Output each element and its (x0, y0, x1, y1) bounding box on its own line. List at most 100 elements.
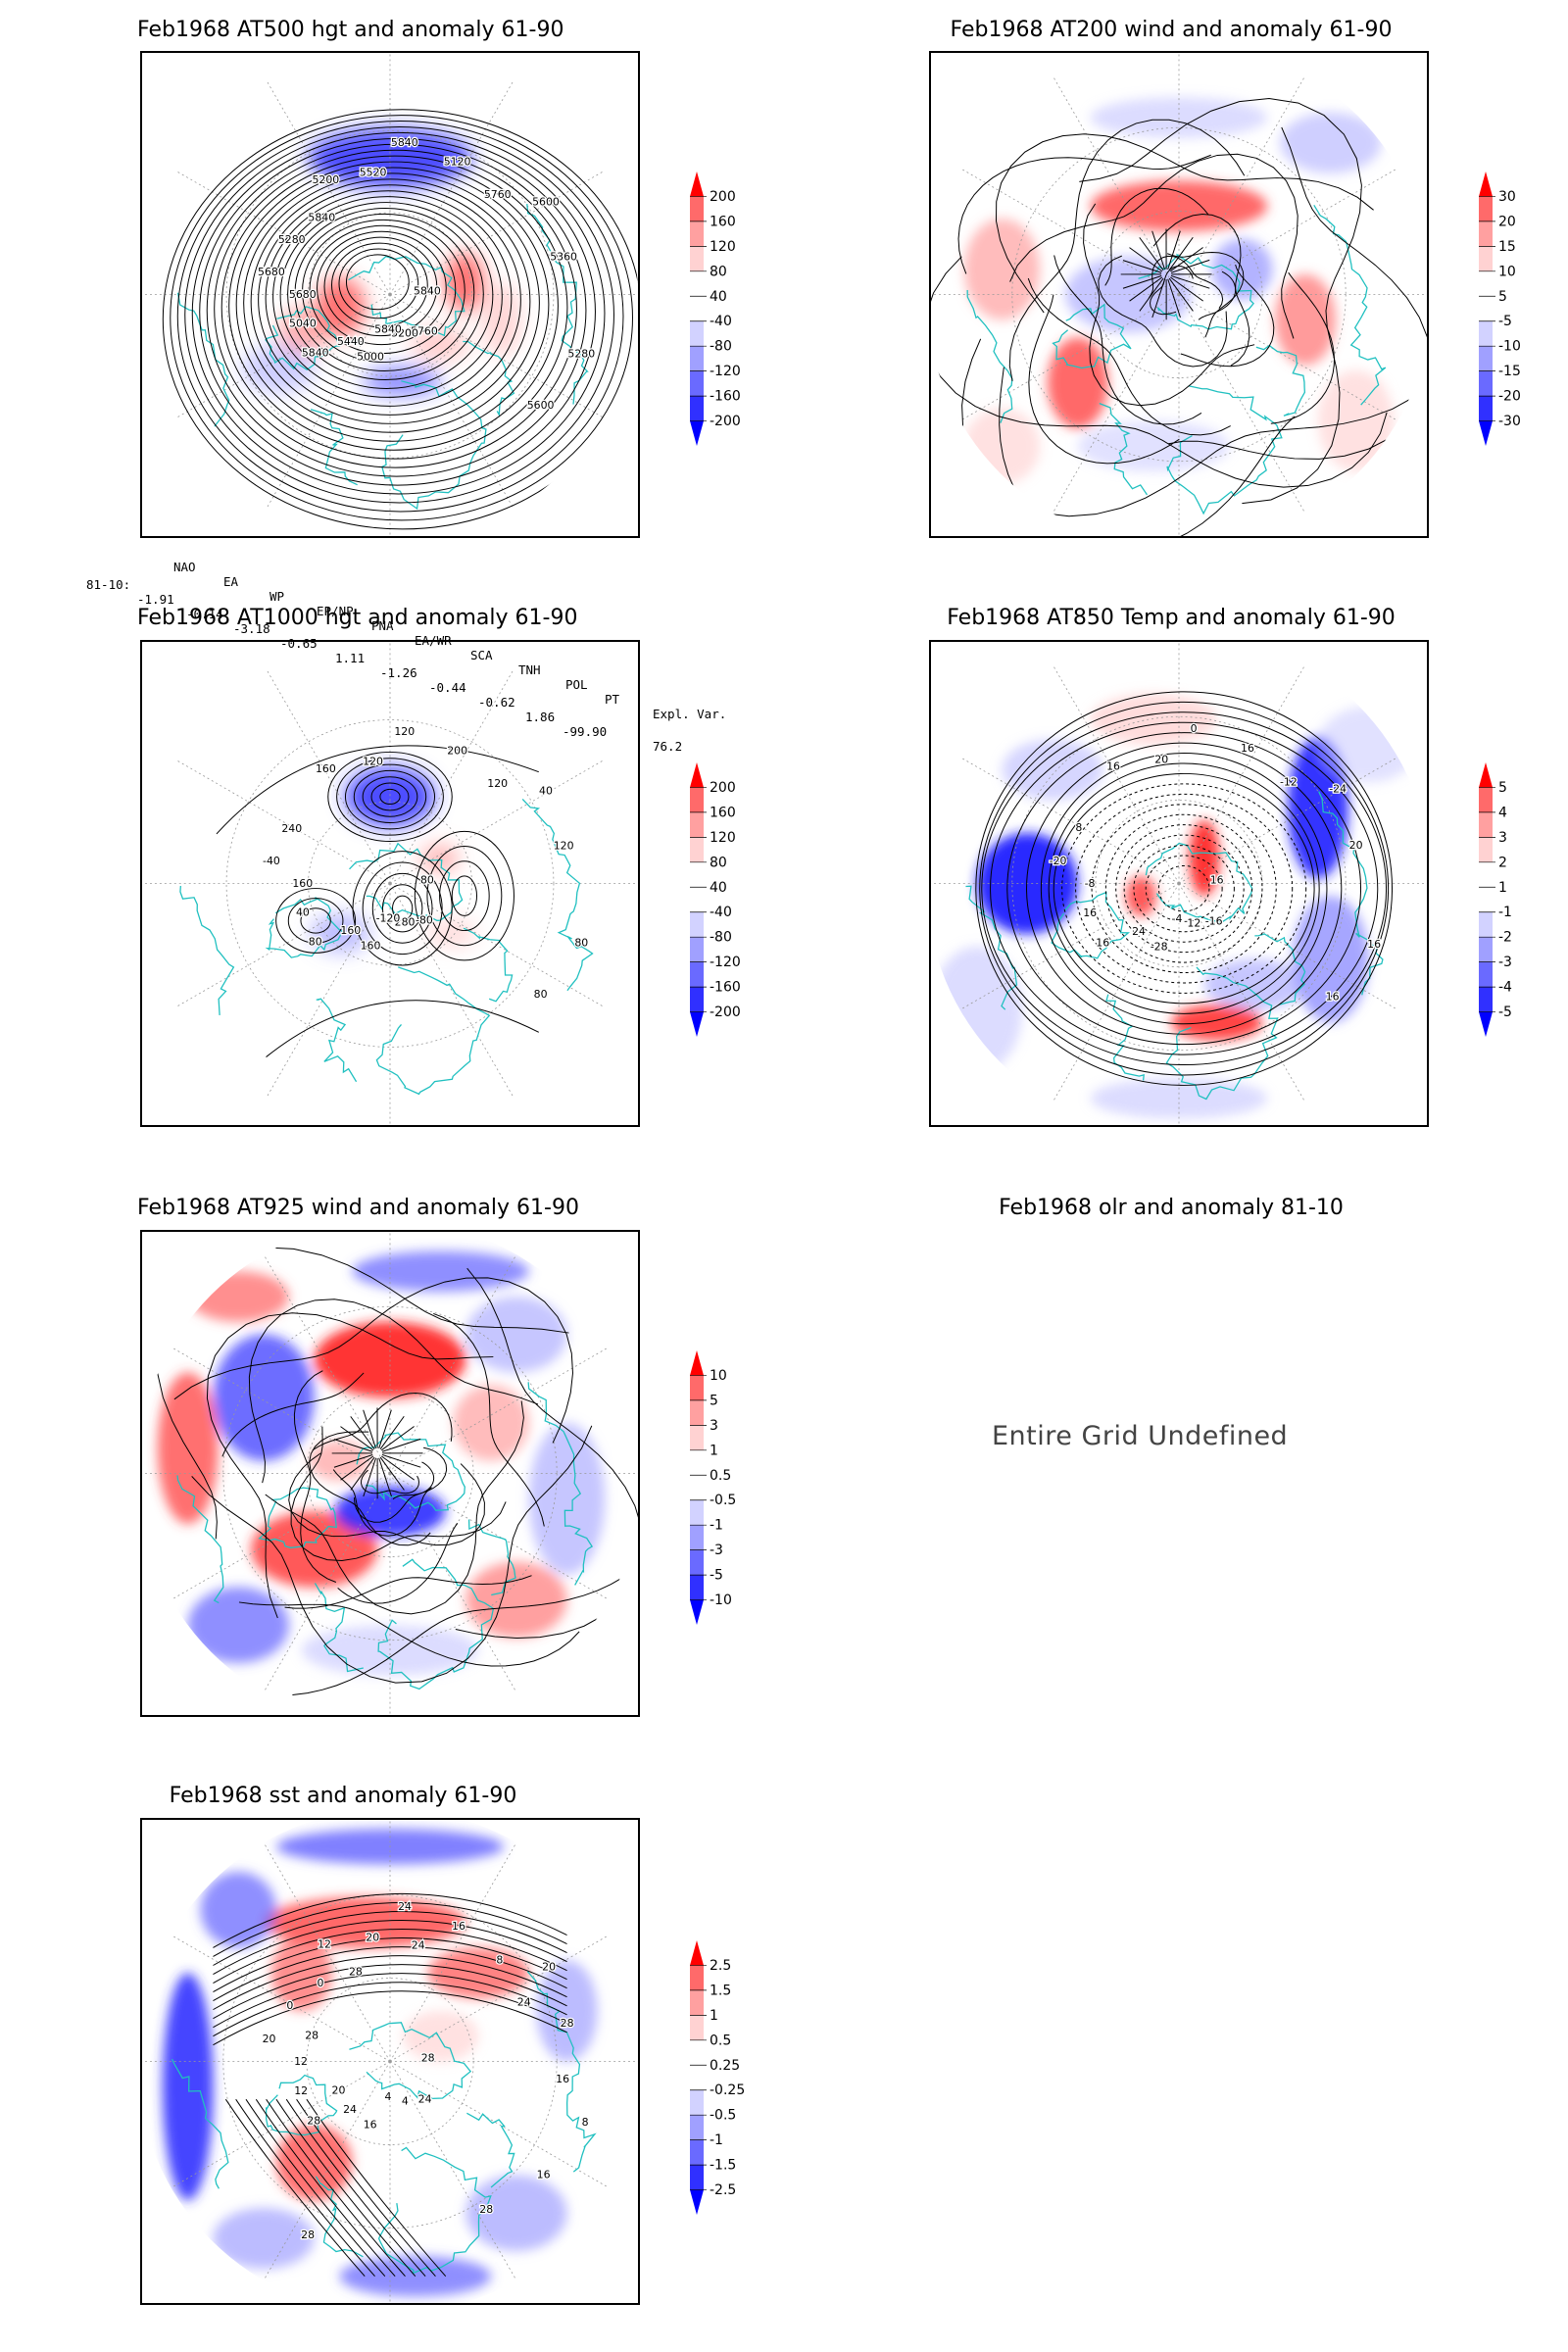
contour-label: 24 (1132, 925, 1146, 938)
colorbar-swatch (690, 1989, 704, 2016)
contour-label: 120 (487, 777, 508, 790)
colorbar-swatch (690, 2115, 704, 2140)
contour-lines (213, 1892, 567, 2278)
colorbar-swatch (690, 370, 704, 397)
colorbar-swatch (1479, 220, 1493, 247)
colorbar-swatch (1479, 937, 1493, 962)
colorbar-swatch (690, 2089, 704, 2116)
colorbar-arrow-bottom (690, 2189, 704, 2215)
colorbar-swatch (1479, 396, 1493, 421)
colorbar-label: -0.5 (710, 2108, 736, 2124)
contour-label: -28 (1151, 941, 1168, 954)
colorbar-arrow-top (690, 762, 704, 788)
colorbar-swatch (690, 811, 704, 838)
contour-label: 0 (317, 1977, 323, 1989)
contour-label: 16 (1210, 874, 1224, 887)
colorbar-label: 15 (1498, 239, 1516, 255)
contour-label: 5280 (278, 233, 306, 246)
contour-label: 120 (554, 839, 574, 852)
contour-label: 80 (574, 937, 588, 950)
contour-label: 28 (305, 2030, 318, 2042)
colorbar-label: -15 (1498, 364, 1521, 379)
contour-label: 80 (309, 935, 322, 948)
colorbar-label: 120 (710, 830, 736, 846)
idx-h-wp: WP (270, 589, 285, 604)
contour-label: -40 (263, 855, 280, 867)
colorbar-swatch (1479, 320, 1493, 347)
idx-v-eawr: -1.26 (380, 665, 417, 680)
colorbar-label: -4 (1498, 980, 1512, 996)
panel-title-850temp: Feb1968 AT850 Temp and anomaly 61-90 (947, 606, 1396, 630)
colorbar-label: 40 (710, 880, 727, 896)
colorbar-label: -2.5 (710, 2182, 736, 2198)
colorbar-swatch (690, 1475, 704, 1500)
contour-label: 5000 (357, 350, 384, 363)
contour-label: 12 (1187, 917, 1200, 930)
contour-label: -120 (376, 911, 401, 924)
colorbar-label: -120 (710, 955, 741, 970)
colorbar-swatch (690, 1965, 704, 1990)
contour-label: 5840 (391, 136, 418, 149)
colorbar-label: 200 (710, 189, 736, 205)
map-sst: 28 28 24 24 20 20 16 12 8 12 16 4 0 28 24 20 16 12 8 4 0 16 20… (140, 1818, 640, 2305)
contour-label: 5120 (444, 156, 471, 169)
colorbar-swatch (690, 220, 704, 247)
olr-undefined-message: Entire Grid Undefined (992, 1421, 1289, 1451)
idx-h-eawr: EA/WR (415, 633, 452, 648)
contour-label: 8 (582, 2116, 589, 2129)
colorbar-label: 1.5 (710, 1983, 731, 1998)
contour-label: 5760 (484, 188, 512, 201)
colorbar-swatch (1479, 196, 1493, 221)
colorbar-swatch (690, 2015, 704, 2040)
colorbar-arrow-top (690, 1940, 704, 1966)
colorbar-swatch (690, 1375, 704, 1400)
colorbar-swatch (690, 1425, 704, 1450)
colorbar-label: -80 (710, 339, 732, 355)
idx-v-tnh: -0.62 (478, 695, 515, 710)
latlon-grid (142, 642, 638, 1125)
contour-label: 80 (534, 988, 548, 1001)
idx-h-epnp: EP/NP (317, 604, 354, 618)
colorbar-swatch (690, 2065, 704, 2090)
colorbar-label: 120 (710, 239, 736, 255)
contour-label: 120 (394, 725, 415, 738)
contour-lines (216, 745, 539, 1057)
contour-label: 28 (421, 2052, 435, 2065)
contour-label: 160 (316, 762, 336, 775)
colorbar-label: 2.5 (710, 1958, 731, 1974)
colorbar-1000hgt: 200 160 120 80 40 -40 -80 -120 -160 -200 (686, 762, 774, 1037)
contour-label: 160 (340, 924, 361, 937)
colorbar-label: 80 (710, 855, 727, 870)
colorbar-swatch (1479, 246, 1493, 271)
colorbar-swatch (1479, 887, 1493, 912)
idx-v-pna: 1.11 (335, 651, 366, 665)
contour-label: 5760 (411, 325, 438, 338)
colorbar-label: 5 (1498, 289, 1507, 305)
idx-h-sca: SCA (470, 648, 493, 662)
colorbar-500hgt: 200 160 120 80 40 -40 -80 -120 -160 -200 (686, 172, 774, 446)
colorbar-label: 10 (710, 1368, 727, 1384)
colorbar-swatch (690, 887, 704, 912)
colorbar-label: -200 (710, 1004, 741, 1020)
idx-h-tnh: TNH (518, 662, 541, 677)
colorbar-swatch (690, 320, 704, 347)
colorbar-swatch (690, 937, 704, 962)
contour-label: 16 (1367, 938, 1381, 951)
contour-labels: 28 28 24 24 20 20 16 12 8 12 16 4 0 28 24 20 16 12 8 4 0 16 20… (261, 1899, 590, 2242)
idx-v-expl: 76.2 (653, 739, 683, 754)
colorbar-swatch (690, 1399, 704, 1426)
colorbar-label: 5 (1498, 780, 1507, 796)
contour-label: 5840 (308, 211, 335, 223)
contour-label: 80 (420, 874, 434, 887)
idx-v-sca: -0.44 (429, 680, 466, 695)
colorbar-swatch (690, 837, 704, 862)
colorbar-label: 80 (710, 264, 727, 279)
contour-label: 20 (366, 1931, 379, 1943)
idx-v-wp: -3.18 (233, 621, 270, 636)
contour-label: 8 (1075, 821, 1082, 834)
colorbar-label: -160 (710, 980, 741, 996)
contour-label: 40 (296, 906, 310, 919)
contour-labels: 16 16 0 -16 -20 -24 -28 16 16 16 16 12 8 20 24 20 16 -8 -1… (1048, 721, 1382, 1004)
colorbar-swatch (690, 1575, 704, 1600)
colorbar-label: -0.5 (710, 1493, 736, 1508)
